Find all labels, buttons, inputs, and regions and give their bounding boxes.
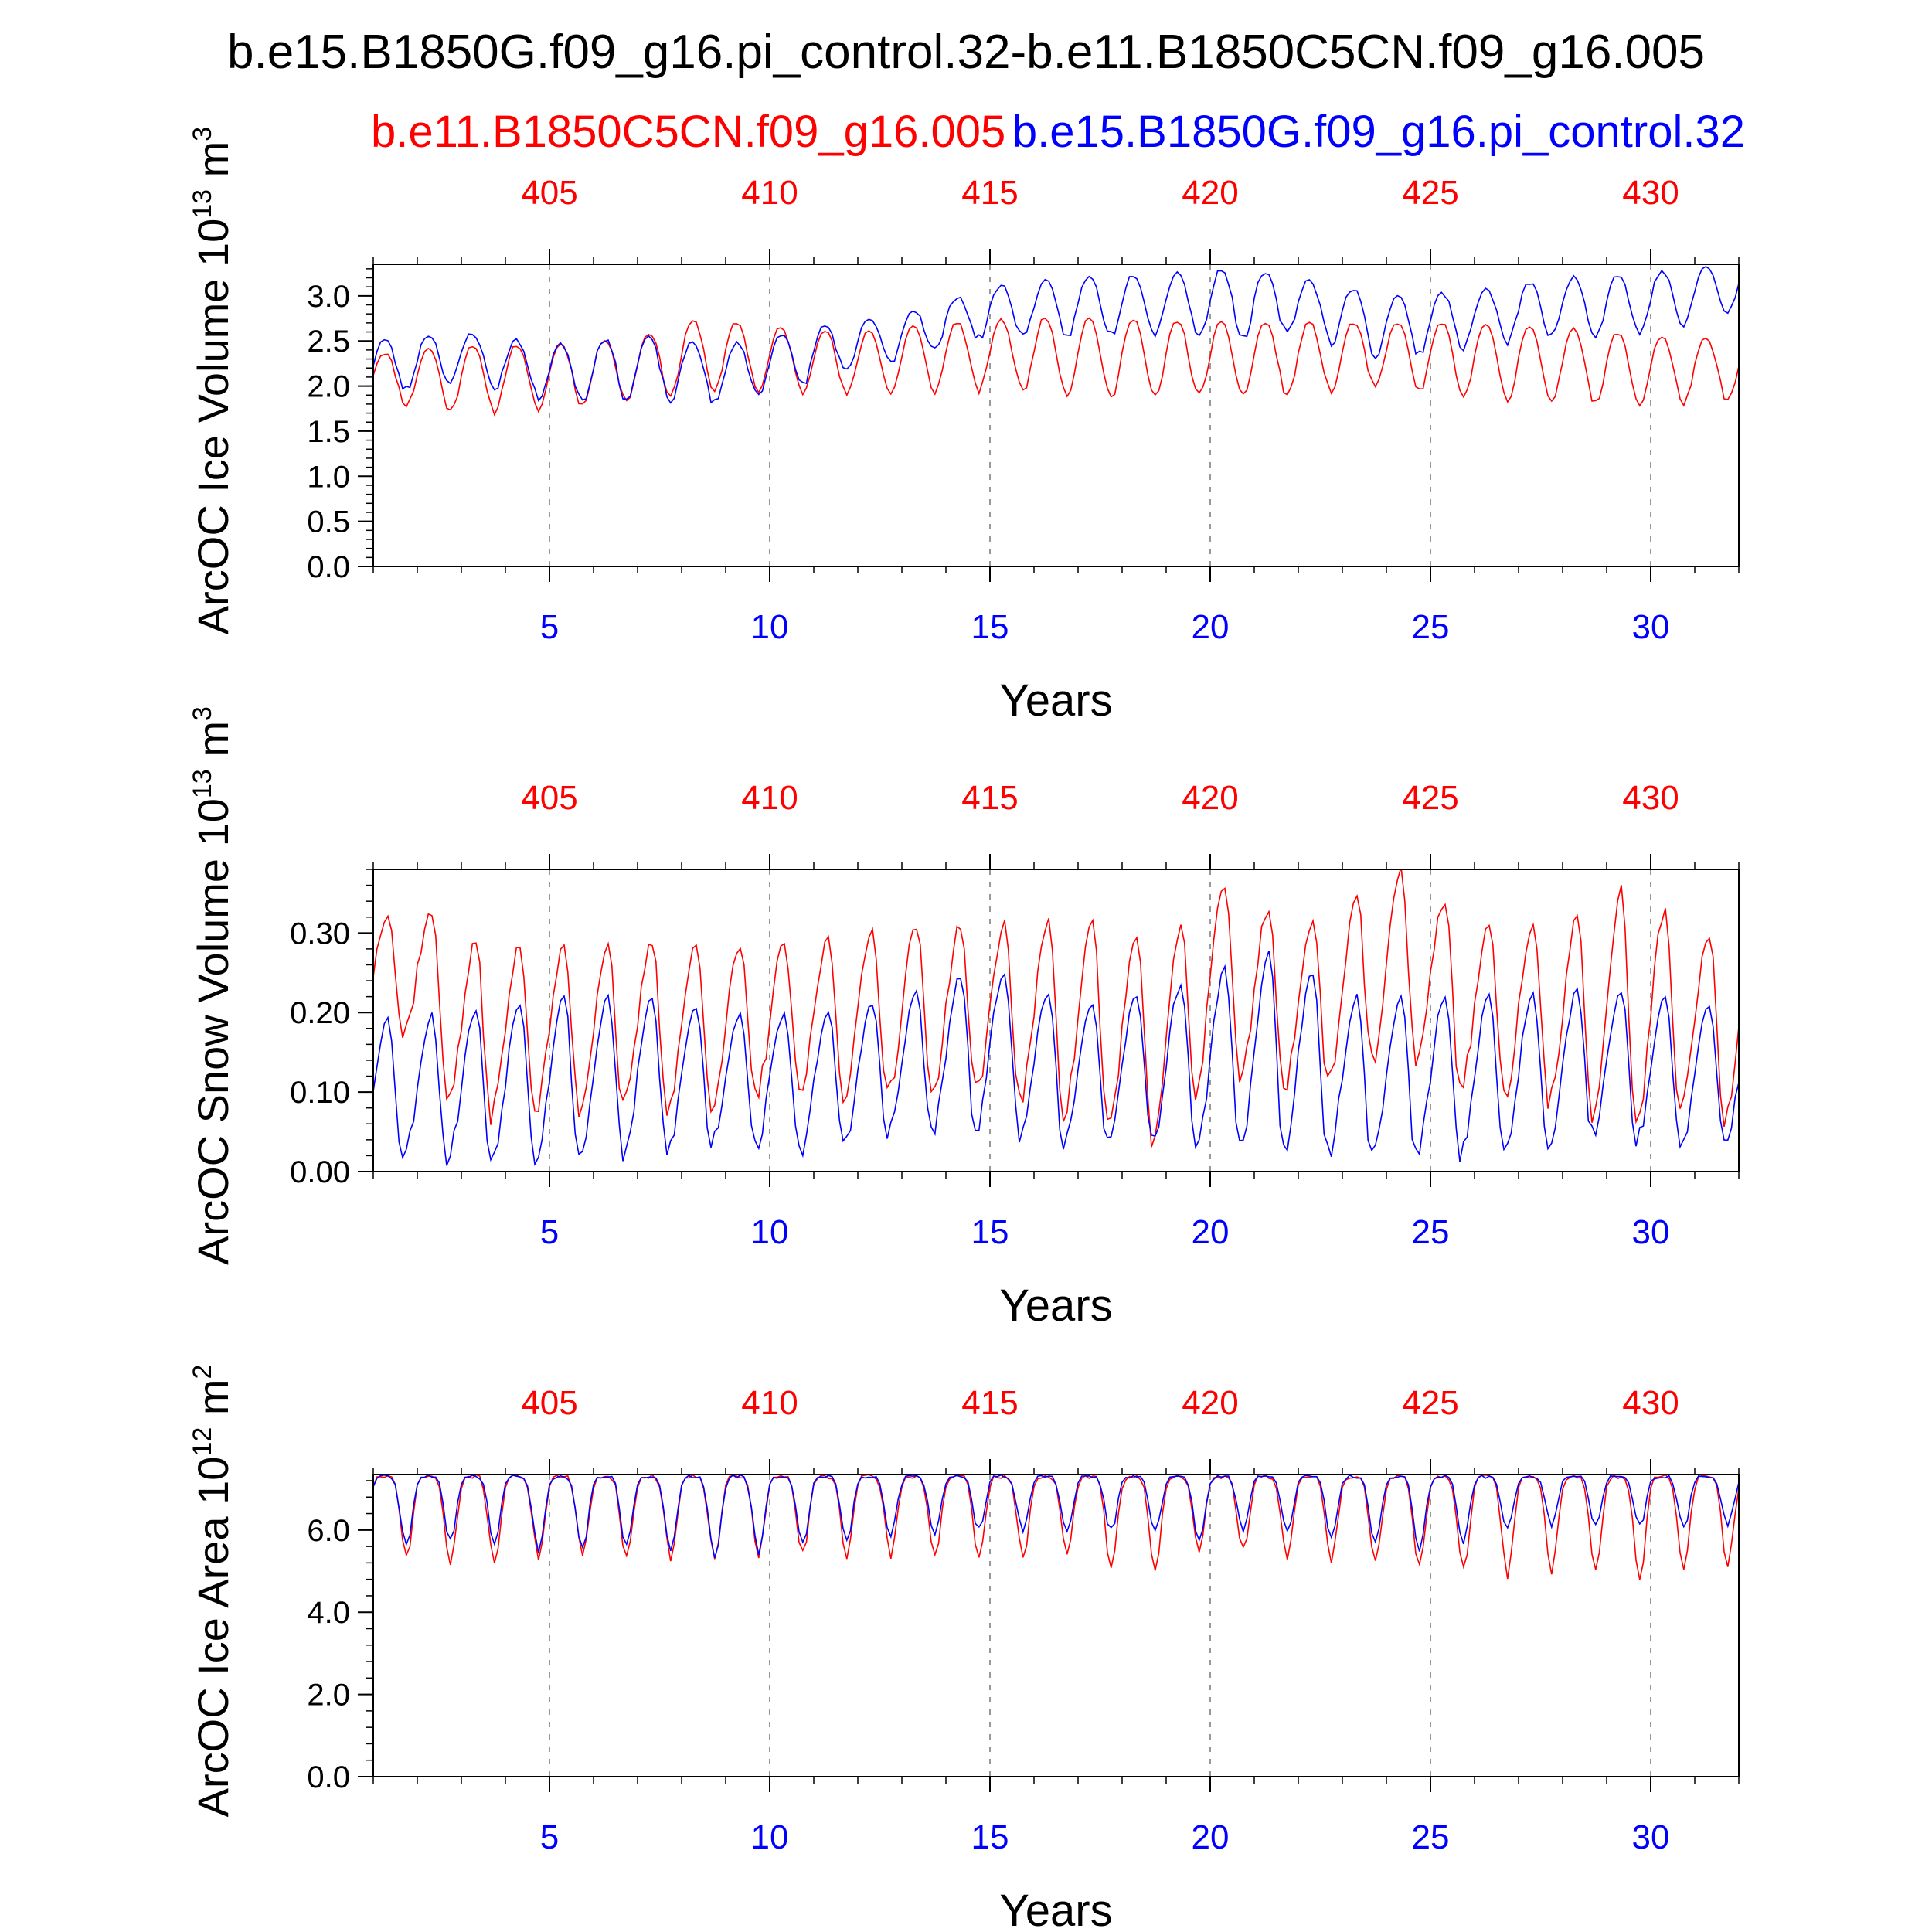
- x-tick-label-top: 425: [1402, 779, 1458, 817]
- x-tick-label-top: 405: [521, 174, 577, 212]
- y-tick-label: 0.5: [307, 505, 350, 539]
- x-tick-label-top: 410: [741, 779, 798, 817]
- x-tick-label-top: 415: [961, 779, 1018, 817]
- y-axis-title-unit: m: [189, 721, 237, 769]
- plot-frame: [372, 1474, 1740, 1777]
- x-tick-label-bottom: 25: [1412, 1213, 1450, 1251]
- y-axis-title-unit: m: [189, 1379, 237, 1427]
- plot-frame: [372, 869, 1740, 1172]
- x-axis-title: Years: [999, 1886, 1112, 1932]
- x-tick-label-top: 410: [741, 174, 798, 212]
- x-tick-label-bottom: 20: [1192, 1213, 1230, 1251]
- panel-snow-volume: 0.00 0.10 0.20 0.30 5 405 10 410 15 415 20 420 25 425…: [188, 706, 1740, 1331]
- series-line-blue: [373, 1475, 1739, 1559]
- x-tick-label-bottom: 10: [751, 608, 789, 646]
- y-axis-title-main: ArcOC Ice Area 10: [189, 1457, 237, 1818]
- x-tick-label-bottom: 15: [971, 1213, 1009, 1251]
- y-tick-label: 2.0: [307, 1679, 350, 1713]
- panels: 0.0 0.5 1.0 1.5 2.0 2.5 3.0 5 405 10 410 15 415 20 420…: [188, 127, 1740, 1932]
- panel-ice-volume: 0.0 0.5 1.0 1.5 2.0 2.5 3.0 5 405 10 410 15 415 20 420…: [188, 127, 1740, 726]
- y-axis-title-exponent: 12: [188, 1427, 217, 1457]
- x-tick-label-bottom: 20: [1192, 608, 1230, 646]
- legend-red-case: b.e11.B1850C5CN.f09_g16.005: [371, 107, 1005, 157]
- x-tick-label-bottom: 25: [1412, 1818, 1450, 1856]
- x-tick-label-bottom: 25: [1412, 608, 1450, 646]
- plot-frame: [372, 264, 1740, 567]
- legend-blue-case: b.e15.B1850G.f09_g16.pi_control.32: [1012, 107, 1745, 157]
- figure-title: b.e15.B1850G.f09_g16.pi_control.32-b.e11…: [227, 26, 1705, 79]
- y-axis-title-unit-exponent: 2: [188, 1365, 217, 1379]
- x-axis-title: Years: [999, 675, 1112, 726]
- y-axis-title-main: ArcOC Snow Volume 10: [189, 798, 237, 1265]
- x-tick-label-bottom: 15: [971, 608, 1009, 646]
- y-axis-title: ArcOC Ice Volume 1013 m3: [188, 127, 237, 634]
- y-axis-title: ArcOC Snow Volume 1013 m3: [188, 706, 237, 1265]
- y-tick-label: 0.30: [290, 917, 350, 951]
- x-tick-label-bottom: 10: [751, 1213, 789, 1251]
- y-axis-title-unit-exponent: 3: [188, 706, 217, 721]
- x-tick-label-top: 425: [1402, 174, 1458, 212]
- x-tick-label-top: 415: [961, 1384, 1018, 1422]
- y-tick-label: 0.0: [307, 550, 350, 584]
- x-tick-label-top: 405: [521, 1384, 577, 1422]
- x-tick-label-top: 405: [521, 779, 577, 817]
- x-tick-label-bottom: 30: [1632, 608, 1670, 646]
- y-axis-title-exponent: 13: [188, 769, 217, 798]
- x-tick-label-bottom: 5: [540, 1818, 559, 1856]
- x-tick-label-top: 420: [1182, 1384, 1238, 1422]
- x-tick-label-top: 425: [1402, 1384, 1458, 1422]
- x-axis-title: Years: [999, 1281, 1112, 1331]
- y-tick-label: 0.00: [290, 1155, 350, 1189]
- x-tick-label-bottom: 15: [971, 1818, 1009, 1856]
- y-tick-label: 0.20: [290, 996, 350, 1030]
- series-line-blue: [373, 950, 1739, 1166]
- y-axis-title-unit: m: [189, 141, 237, 189]
- series-line-blue: [373, 265, 1739, 404]
- x-tick-label-top: 430: [1622, 1384, 1679, 1422]
- x-tick-label-bottom: 5: [540, 608, 559, 646]
- y-tick-label: 0.10: [290, 1076, 350, 1110]
- x-tick-label-bottom: 5: [540, 1213, 559, 1251]
- x-tick-label-bottom: 30: [1632, 1213, 1670, 1251]
- x-tick-label-bottom: 20: [1192, 1818, 1230, 1856]
- y-tick-label: 4.0: [307, 1596, 350, 1630]
- y-tick-label: 3.0: [307, 280, 350, 314]
- panel-ice-area: 0.0 2.0 4.0 6.0 5 405 10 410 15 415 20 420 25 425 30 43…: [188, 1365, 1740, 1932]
- y-axis-title-unit-exponent: 3: [188, 127, 217, 141]
- x-tick-label-top: 420: [1182, 174, 1238, 212]
- x-tick-label-top: 420: [1182, 779, 1238, 817]
- y-axis-title: ArcOC Ice Area 1012 m2: [188, 1365, 237, 1818]
- x-tick-label-top: 410: [741, 1384, 798, 1422]
- y-tick-label: 2.5: [307, 325, 350, 359]
- y-axis-title-exponent: 13: [188, 189, 217, 219]
- x-tick-label-bottom: 30: [1632, 1818, 1670, 1856]
- y-tick-label: 1.5: [307, 415, 350, 449]
- x-tick-label-top: 430: [1622, 779, 1679, 817]
- y-tick-label: 0.0: [307, 1760, 350, 1794]
- x-tick-label-top: 415: [961, 174, 1018, 212]
- series-line-red: [373, 869, 1739, 1148]
- x-tick-label-top: 430: [1622, 174, 1679, 212]
- y-tick-label: 6.0: [307, 1514, 350, 1548]
- y-axis-title-main: ArcOC Ice Volume 10: [189, 219, 237, 634]
- y-tick-label: 1.0: [307, 460, 350, 494]
- y-tick-label: 2.0: [307, 370, 350, 404]
- x-tick-label-bottom: 10: [751, 1818, 789, 1856]
